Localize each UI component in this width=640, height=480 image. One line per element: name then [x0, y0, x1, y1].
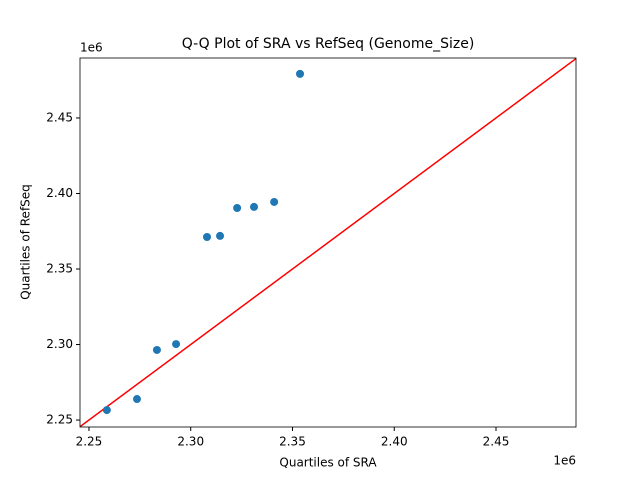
data-point [152, 345, 161, 354]
reference-line [80, 58, 576, 427]
data-point [233, 203, 242, 212]
x-tick-label: 2.40 [381, 435, 408, 449]
x-tick-label: 2.45 [483, 435, 510, 449]
data-point [132, 395, 141, 404]
data-point [172, 340, 181, 349]
x-tick-label: 2.25 [76, 435, 103, 449]
y-tick-label: 2.35 [46, 262, 73, 276]
x-tick-label: 2.35 [279, 435, 306, 449]
y-tick-label: 2.30 [46, 337, 73, 351]
data-point [270, 197, 279, 206]
y-tick-label: 2.25 [46, 413, 73, 427]
data-point [296, 69, 305, 78]
x-offset-label: 1e6 [553, 454, 576, 468]
data-point [102, 406, 111, 415]
chart-title: Q-Q Plot of SRA vs RefSeq (Genome_Size) [182, 36, 475, 52]
data-point [203, 232, 212, 241]
data-point [250, 202, 259, 211]
data-point [216, 231, 225, 240]
plot-frame [79, 57, 577, 428]
x-tick-label: 2.30 [177, 435, 204, 449]
x-axis-label: Quartiles of SRA [279, 456, 377, 470]
y-axis-label: Quartiles of RefSeq [19, 184, 33, 300]
y-tick-label: 2.45 [46, 110, 73, 124]
plot-area [80, 58, 576, 427]
y-tick-label: 2.40 [46, 186, 73, 200]
y-offset-label: 1e6 [80, 41, 103, 55]
